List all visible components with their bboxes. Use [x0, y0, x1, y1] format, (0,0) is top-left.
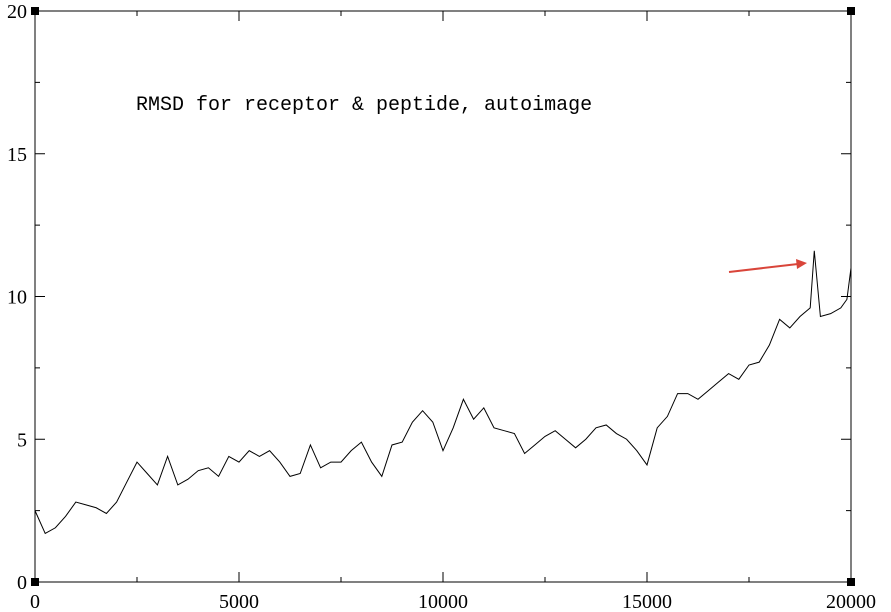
x-tick-label: 0 — [30, 591, 40, 612]
y-tick-label: 10 — [7, 287, 27, 309]
x-tick-label: 10000 — [418, 591, 468, 612]
x-tick-label: 15000 — [622, 591, 672, 612]
data-line — [34, 250, 852, 535]
annotation: RMSD for receptor & peptide, autoimage — [136, 94, 592, 117]
arrow — [728, 259, 807, 273]
y-tick-label: 0 — [17, 572, 27, 594]
y-tick-label: 20 — [7, 1, 27, 23]
x-tick-label: 5000 — [219, 591, 259, 612]
y-tick-label: 15 — [7, 144, 27, 166]
x-tick-label: 20000 — [826, 591, 876, 612]
y-tick-label: 5 — [17, 429, 27, 451]
